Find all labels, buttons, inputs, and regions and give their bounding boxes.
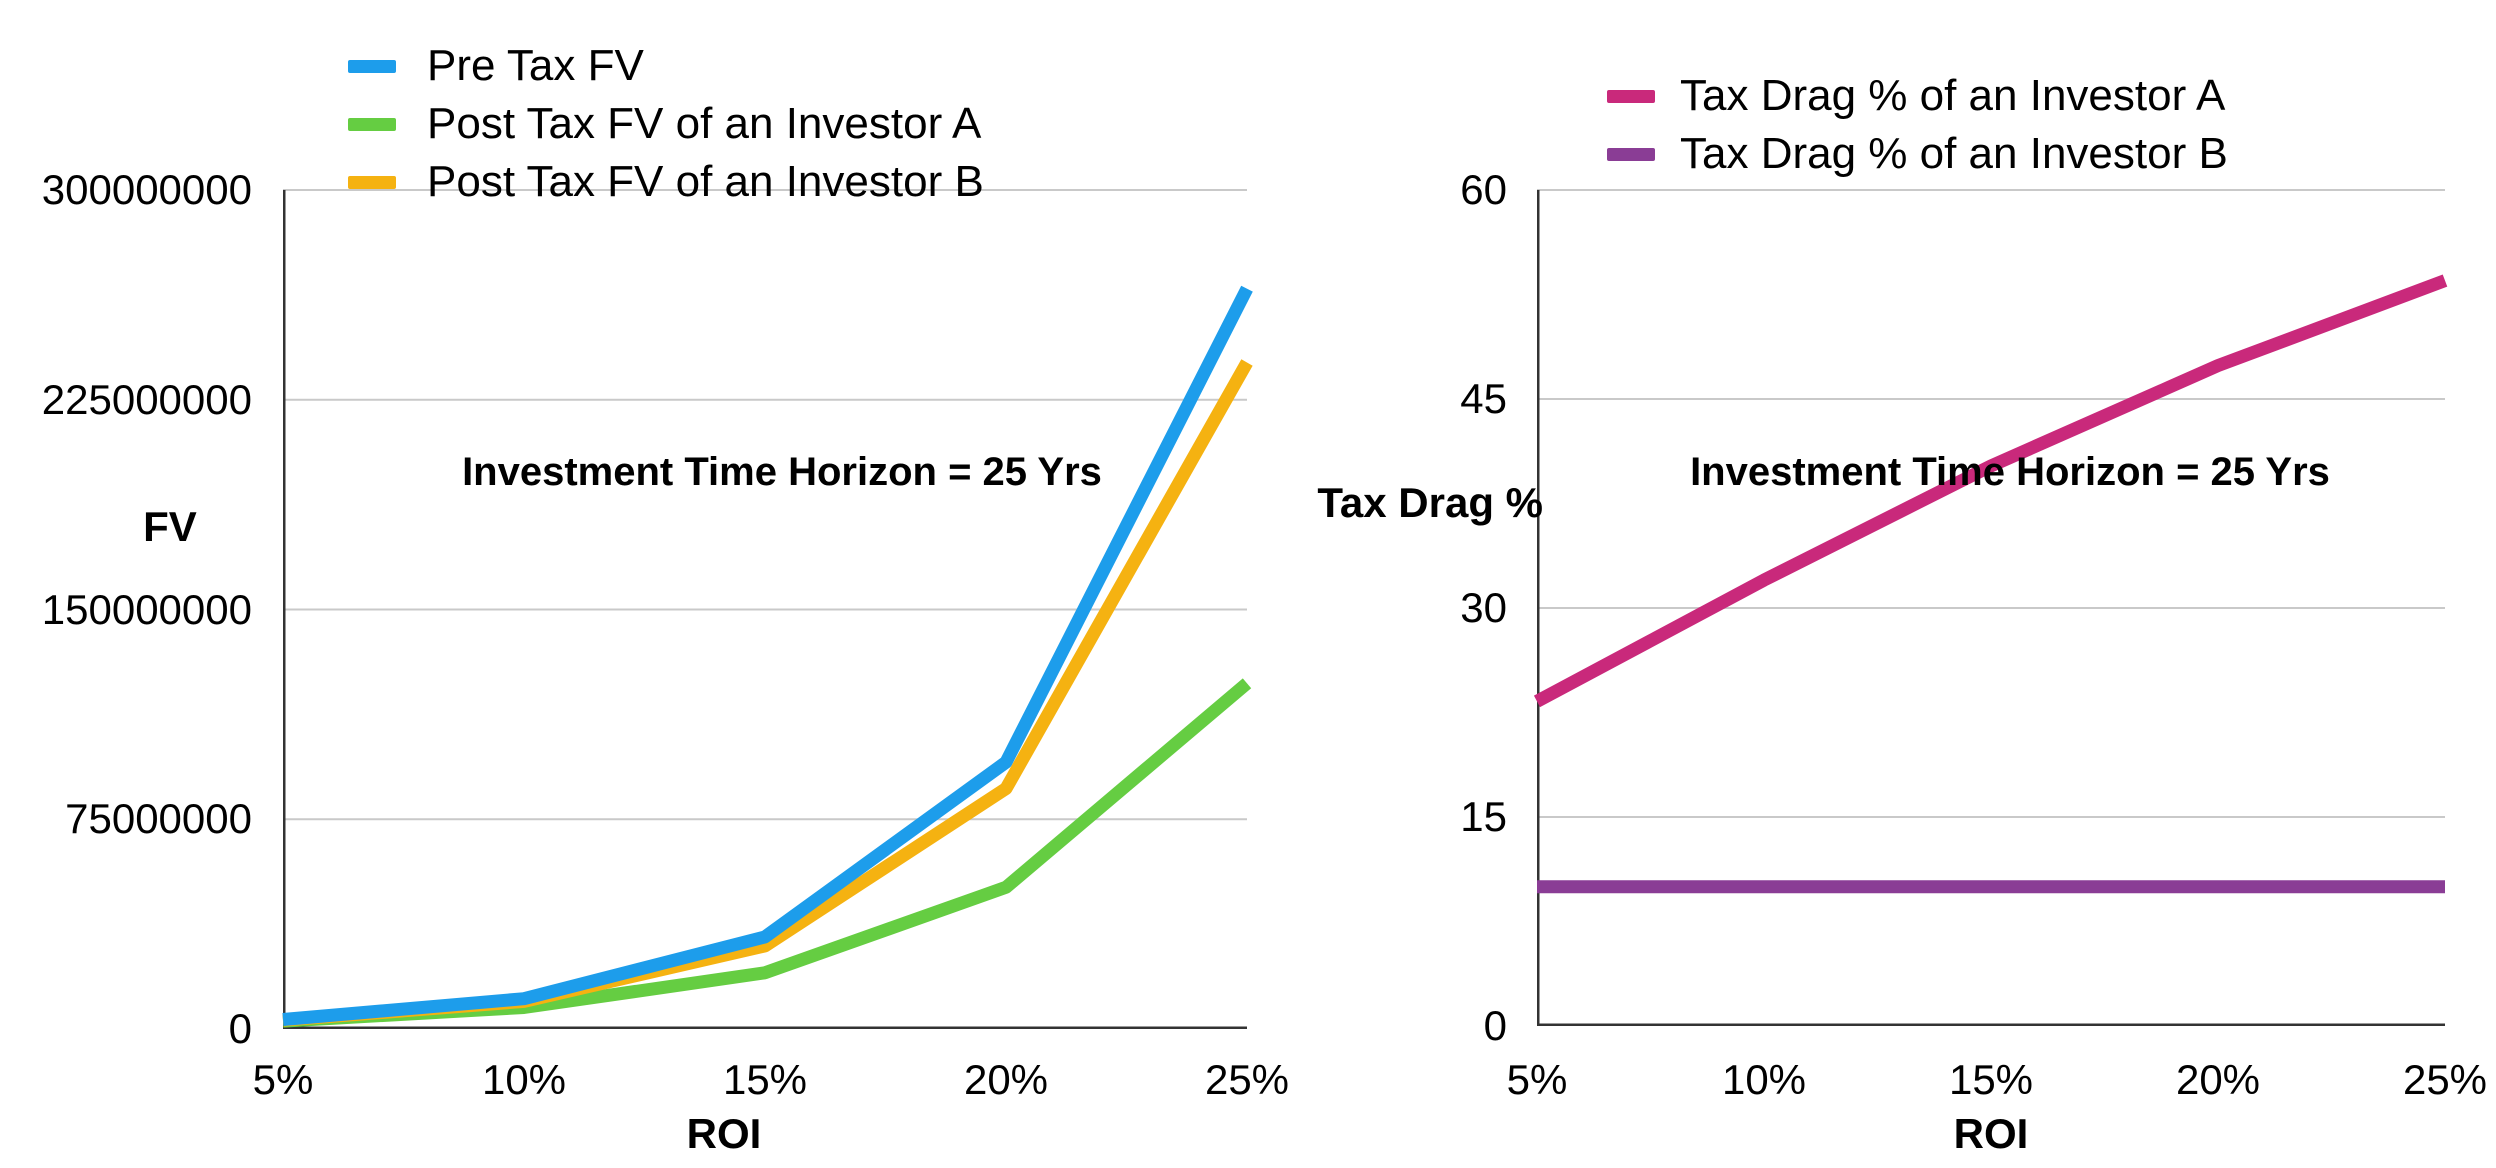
y-axis-title-fv: FV bbox=[143, 503, 197, 550]
y-tick-label: 150000000 bbox=[41, 586, 252, 633]
legend-item-post-tax-b: Post Tax FV of an Investor B bbox=[348, 153, 984, 211]
y-tick-label: 0 bbox=[228, 1005, 252, 1052]
tax-drag-legend: Tax Drag % of an Investor A Tax Drag % o… bbox=[1607, 67, 2228, 183]
y-tick-label: 75000000 bbox=[65, 795, 252, 842]
y-tick-label: 15 bbox=[1460, 793, 1507, 840]
pre-tax-fv-line-swatch bbox=[348, 59, 396, 73]
legend-label-pre-tax-fv: Pre Tax FV bbox=[427, 41, 644, 90]
tax-drag-a-line-swatch bbox=[1607, 89, 1655, 103]
post-tax-b-line-swatch bbox=[348, 175, 396, 189]
tax-drag-plot-area bbox=[1533, 189, 2448, 1026]
legend-item-tax-drag-b: Tax Drag % of an Investor B bbox=[1607, 125, 2228, 183]
x-axis-title-roi-left: ROI bbox=[686, 1110, 762, 1157]
post-tax-a-line-swatch bbox=[348, 117, 396, 131]
x-axis-title-roi-right: ROI bbox=[1953, 1110, 2029, 1157]
x-tick-label: 5% bbox=[252, 1056, 314, 1103]
legend-label-post-tax-b: Post Tax FV of an Investor B bbox=[427, 157, 984, 206]
x-tick-label: 25% bbox=[1204, 1056, 1290, 1103]
y-tick-label: 0 bbox=[1483, 1002, 1507, 1049]
y-tick-label: 30 bbox=[1460, 584, 1507, 631]
legend-item-pre-tax-fv: Pre Tax FV bbox=[348, 37, 984, 95]
x-tick-label: 15% bbox=[722, 1056, 808, 1103]
legend-label-tax-drag-a: Tax Drag % of an Investor A bbox=[1680, 71, 2226, 120]
y-axis-title-tax-drag: Tax Drag % bbox=[1317, 479, 1543, 526]
x-tick-label: 5% bbox=[1506, 1056, 1568, 1103]
fv-legend: Pre Tax FV Post Tax FV of an Investor A … bbox=[348, 37, 984, 211]
x-tick-label: 25% bbox=[2402, 1056, 2488, 1103]
x-tick-label: 20% bbox=[2175, 1056, 2261, 1103]
y-tick-label: 300000000 bbox=[41, 166, 252, 213]
time-horizon-annotation-left: Investment Time Horizon = 25 Yrs bbox=[462, 450, 1102, 494]
y-tick-label: 60 bbox=[1460, 166, 1507, 213]
time-horizon-annotation-right: Investment Time Horizon = 25 Yrs bbox=[1690, 450, 2330, 494]
x-tick-label: 10% bbox=[481, 1056, 567, 1103]
x-tick-label: 10% bbox=[1721, 1056, 1807, 1103]
legend-item-post-tax-a: Post Tax FV of an Investor A bbox=[348, 95, 984, 153]
legend-label-post-tax-a: Post Tax FV of an Investor A bbox=[427, 99, 982, 148]
y-tick-label: 45 bbox=[1460, 375, 1507, 422]
tax-drag-b-line-swatch bbox=[1607, 147, 1655, 161]
x-tick-label: 20% bbox=[963, 1056, 1049, 1103]
legend-item-tax-drag-a: Tax Drag % of an Investor A bbox=[1607, 67, 2228, 125]
y-tick-label: 225000000 bbox=[41, 376, 252, 423]
x-tick-label: 15% bbox=[1948, 1056, 2034, 1103]
legend-label-tax-drag-b: Tax Drag % of an Investor B bbox=[1680, 129, 2228, 178]
fv-plot-area bbox=[282, 189, 1253, 1029]
